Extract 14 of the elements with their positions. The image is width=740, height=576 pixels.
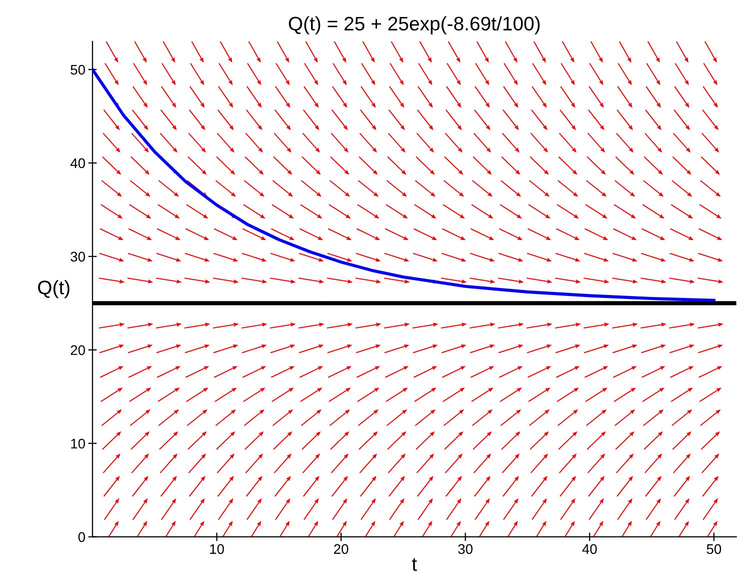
y-tick-label: 20: [70, 345, 86, 356]
x-tick-label: 30: [458, 544, 473, 554]
chart-title: Q(t) = 25 + 25exp(-8.69t/100): [288, 16, 540, 34]
x-tick-label: 50: [706, 544, 722, 554]
x-tick-label: 20: [334, 544, 348, 554]
y-tick-label: 50: [70, 64, 86, 75]
y-tick-label: 30: [70, 252, 86, 262]
y-axis-title: Q(t): [38, 280, 70, 298]
y-tick-label: 40: [70, 158, 86, 168]
x-tick-label: 10: [210, 544, 224, 554]
x-axis-title: t: [412, 558, 417, 571]
y-tick-label: 0: [78, 532, 86, 542]
x-tick-label: 40: [582, 544, 597, 554]
y-tick-label: 10: [71, 438, 86, 449]
